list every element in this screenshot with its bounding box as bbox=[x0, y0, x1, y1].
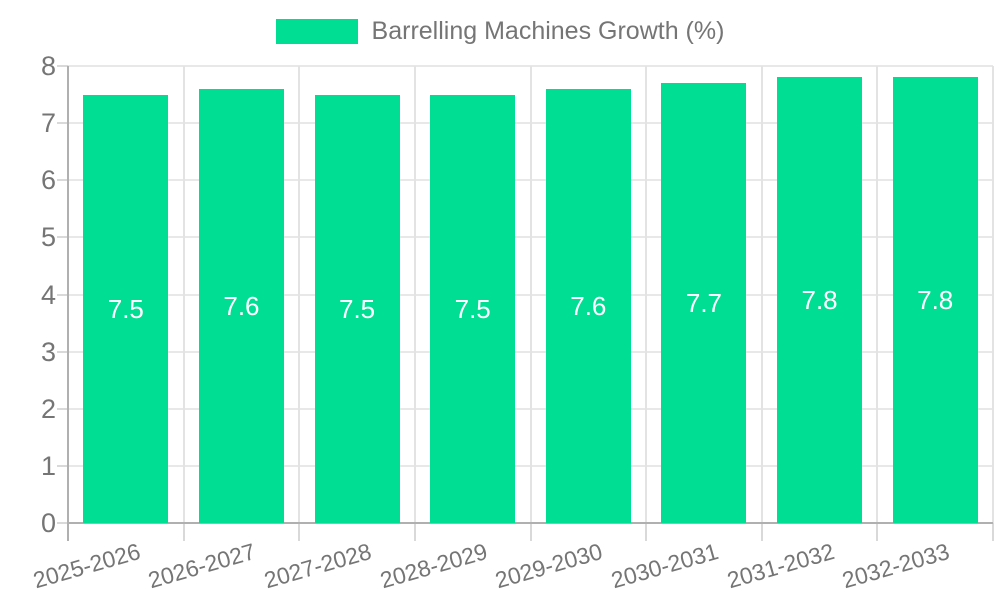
x-axis-category-label: 2031-2032 bbox=[723, 538, 837, 594]
bar-value-label: 7.5 bbox=[454, 293, 491, 324]
gridline-vertical bbox=[760, 66, 763, 523]
gridline-vertical bbox=[876, 66, 879, 523]
y-axis-tick-label: 3 bbox=[40, 336, 56, 367]
bar-value-label: 7.6 bbox=[570, 290, 607, 321]
bar-value-label: 7.5 bbox=[107, 293, 144, 324]
y-axis-tick-label: 8 bbox=[40, 51, 56, 81]
x-axis-tick bbox=[992, 523, 994, 541]
x-axis-category-label: 2026-2027 bbox=[145, 538, 259, 594]
gridline-vertical bbox=[182, 66, 185, 523]
gridline-vertical bbox=[645, 66, 648, 523]
x-axis-category-label: 2029-2030 bbox=[492, 538, 606, 594]
bar[interactable] bbox=[314, 94, 400, 523]
gridline-vertical bbox=[529, 66, 532, 523]
x-axis-tick bbox=[529, 523, 532, 541]
y-axis-tick-label: 7 bbox=[40, 108, 56, 139]
bar-value-label: 7.5 bbox=[338, 293, 376, 324]
x-axis-line bbox=[68, 522, 993, 524]
bar[interactable] bbox=[777, 77, 863, 523]
bar-value-label: 7.8 bbox=[801, 285, 838, 316]
bar-value-label: 7.8 bbox=[917, 285, 954, 316]
bar[interactable] bbox=[661, 83, 747, 523]
x-axis-tick bbox=[760, 523, 763, 541]
bar[interactable] bbox=[545, 88, 631, 523]
legend-swatch bbox=[275, 19, 358, 44]
y-axis-tick-label: 6 bbox=[40, 165, 56, 196]
bar-value-label: 7.6 bbox=[223, 290, 260, 321]
x-axis-tick bbox=[413, 523, 416, 541]
gridline-vertical bbox=[413, 66, 416, 523]
bar[interactable] bbox=[198, 88, 284, 523]
y-axis-tick bbox=[57, 522, 68, 524]
x-axis-category-label: 2030-2031 bbox=[608, 538, 722, 594]
y-axis-tick bbox=[57, 65, 68, 67]
x-axis-category-label: 2027-2028 bbox=[261, 538, 375, 594]
legend-label: Barrelling Machines Growth (%) bbox=[371, 17, 725, 45]
x-axis-tick bbox=[298, 523, 301, 541]
y-axis-tick-label: 0 bbox=[40, 508, 56, 538]
y-axis-tick bbox=[57, 293, 68, 296]
gridline-vertical bbox=[298, 66, 301, 523]
y-axis-tick bbox=[57, 179, 68, 182]
y-axis-tick-label: 1 bbox=[40, 450, 56, 481]
x-axis-category-label: 2028-2029 bbox=[376, 538, 490, 594]
x-axis-category-label: 2032-2033 bbox=[839, 538, 953, 594]
x-axis-category-label: 2025-2026 bbox=[30, 538, 143, 594]
y-axis-tick bbox=[57, 236, 68, 239]
y-axis-tick bbox=[57, 350, 68, 353]
y-axis-tick-label: 5 bbox=[40, 222, 56, 253]
legend: Barrelling Machines Growth (%) bbox=[0, 17, 1000, 46]
x-axis-tick bbox=[182, 523, 185, 541]
gridline-vertical bbox=[992, 66, 994, 523]
y-axis-tick-label: 2 bbox=[40, 393, 56, 424]
x-axis-tick bbox=[876, 523, 879, 541]
bar[interactable] bbox=[430, 94, 516, 523]
bar[interactable] bbox=[892, 77, 978, 523]
y-axis-line bbox=[67, 66, 69, 541]
y-axis-tick bbox=[57, 407, 68, 410]
y-axis-tick bbox=[57, 464, 68, 467]
bar[interactable] bbox=[83, 94, 169, 523]
y-axis-tick bbox=[57, 122, 68, 125]
y-axis-tick-label: 4 bbox=[40, 279, 56, 310]
x-axis-tick bbox=[645, 523, 648, 541]
bar-value-label: 7.7 bbox=[685, 288, 723, 319]
